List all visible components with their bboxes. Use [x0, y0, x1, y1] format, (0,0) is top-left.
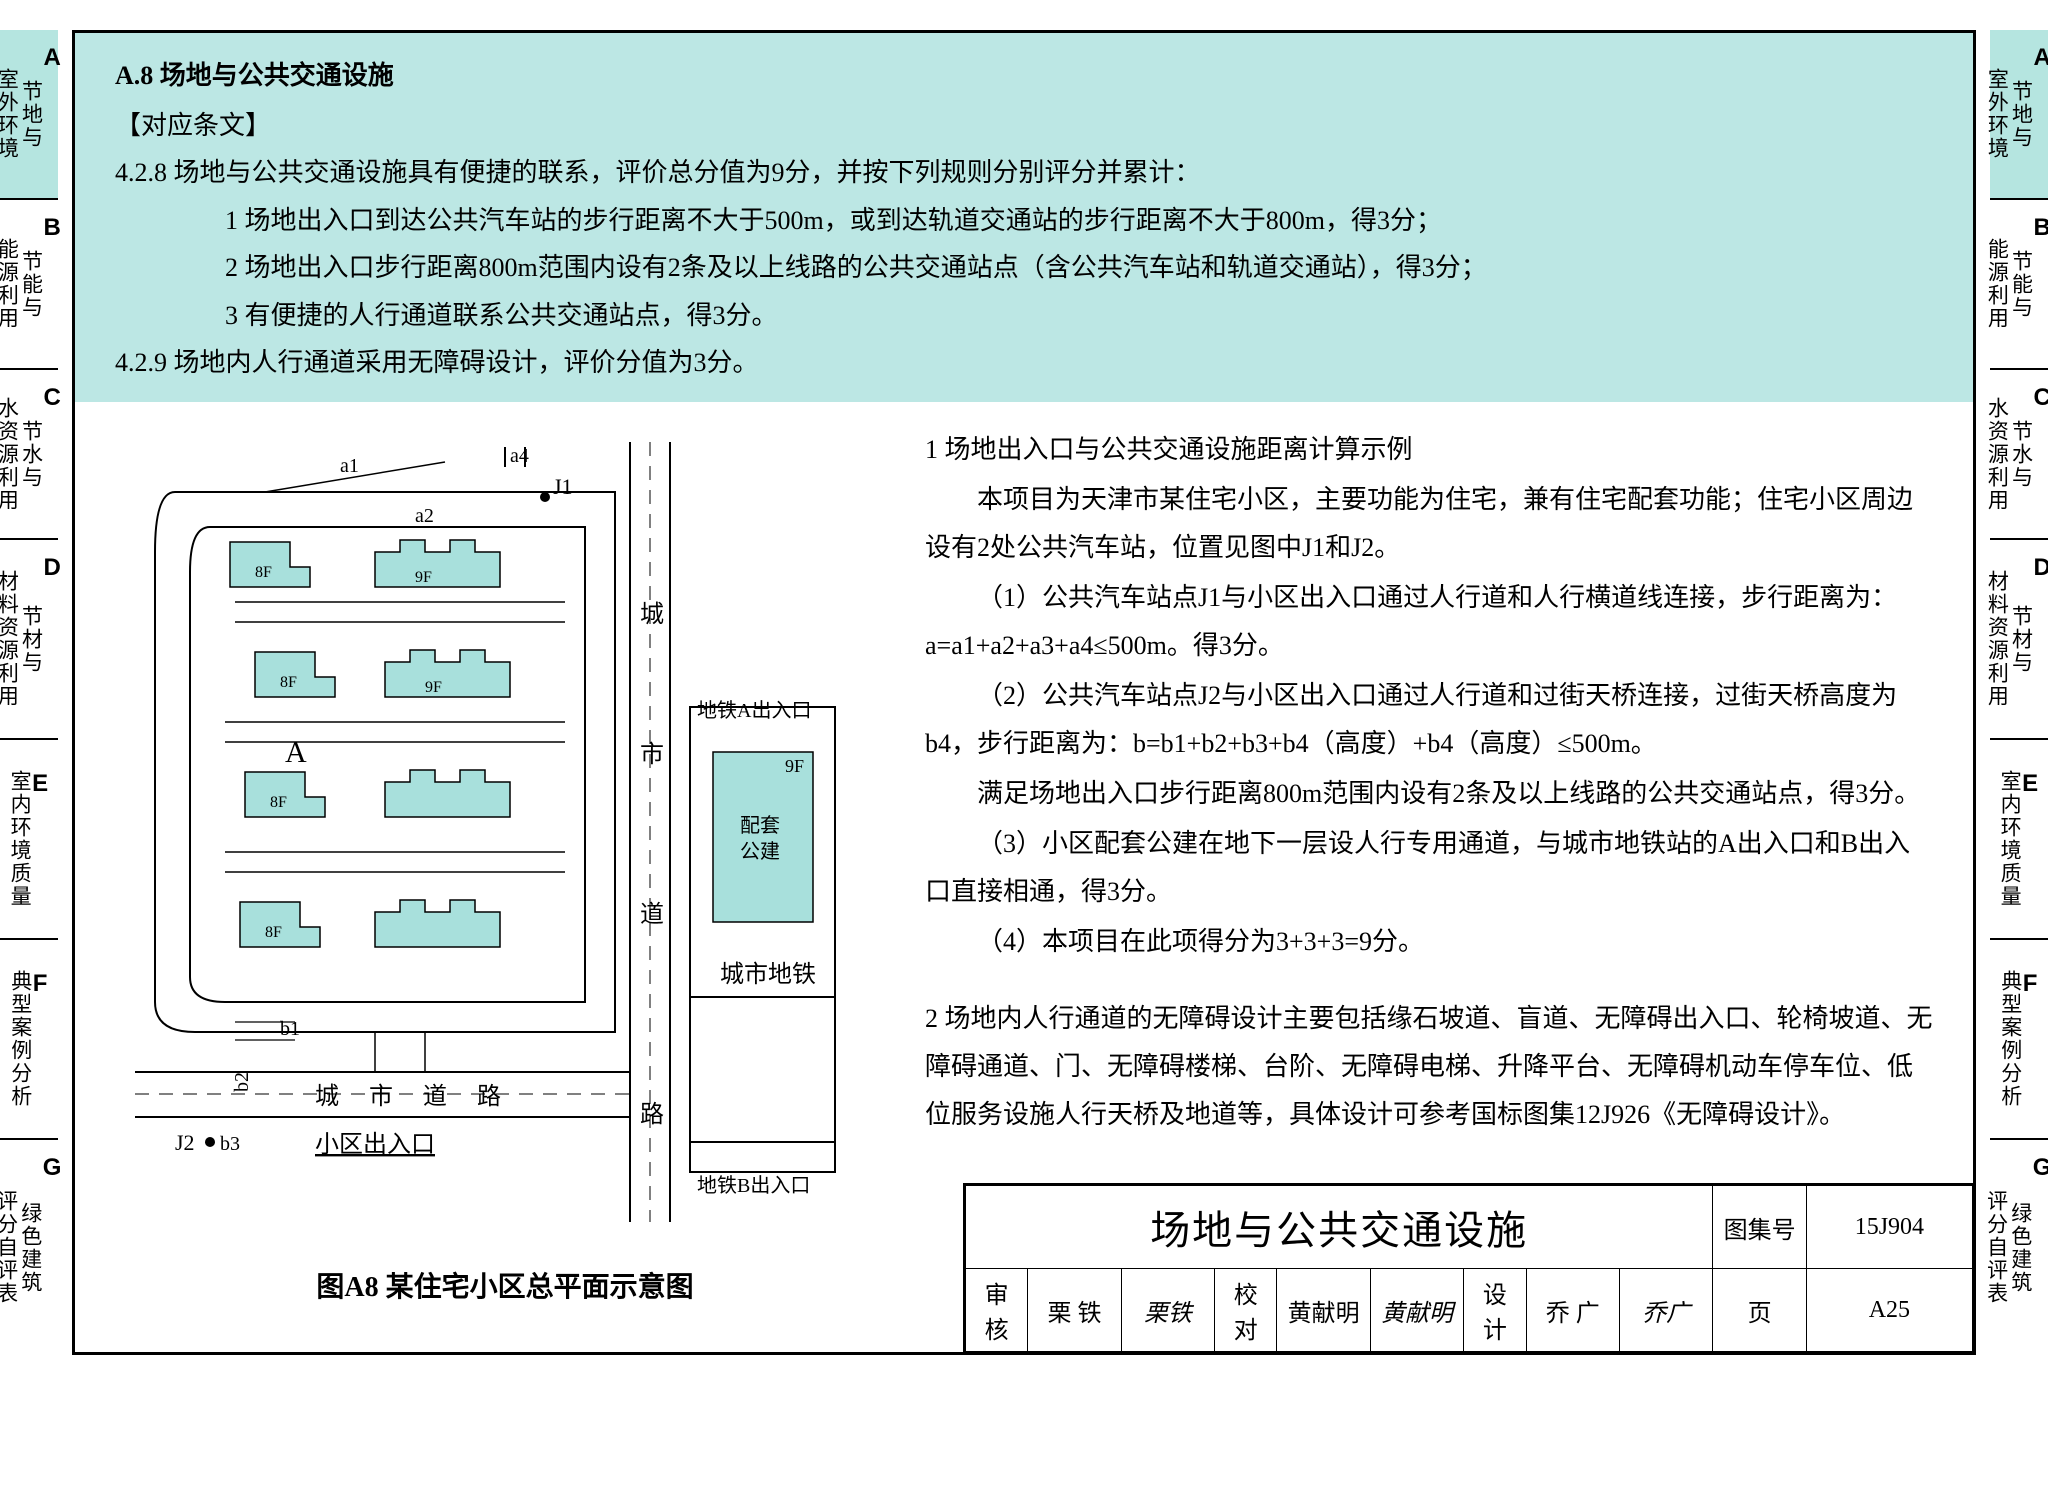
text-column: 1 场地出入口与公共交通设施距离计算示例 本项目为天津市某住宅小区，主要功能为住… [925, 422, 1933, 1305]
tab-d[interactable]: D节材与材料资源利用 [0, 540, 58, 740]
site-plan-diagram: 8F 9F 8F 9F 8F [115, 422, 895, 1242]
tab-b-r[interactable]: B节能与能源利用 [1990, 200, 2048, 370]
j1-label: J1 [553, 474, 573, 499]
svg-text:9F: 9F [785, 756, 804, 776]
right-side-tabs: A节地与室外环境 B节能与能源利用 C节水与水资源利用 D节材与材料资源利用 E… [1990, 30, 2048, 1355]
review-label: 审核 [966, 1269, 1028, 1352]
tab-b[interactable]: B节能与能源利用 [0, 200, 58, 370]
tab-g-r[interactable]: G绿色建筑评分自评表 [1990, 1140, 2048, 1355]
highlight-block: A.8 场地与公共交通设施 【对应条文】 4.2.8 场地与公共交通设施具有便捷… [75, 33, 1973, 402]
body-p5: （3）小区配套公建在地下一层设人行专用通道，与城市地铁站的A出入口和B出入口直接… [925, 820, 1933, 916]
review-sig: 栗铁 [1121, 1269, 1214, 1352]
left-side-tabs: A节地与室外环境 B节能与能源利用 C节水与水资源利用 D节材与材料资源利用 E… [0, 30, 58, 1355]
body-h2: 2 场地内人行通道的无障碍设计主要包括缘石坡道、盲道、无障碍出入口、轮椅坡道、无… [925, 995, 1933, 1139]
svg-text:配套: 配套 [740, 814, 780, 837]
check-label: 校对 [1215, 1269, 1277, 1352]
body-area: 8F 9F 8F 9F 8F [75, 402, 1973, 1305]
review-name: 栗 铁 [1028, 1269, 1121, 1352]
svg-text:8F: 8F [265, 924, 282, 941]
body-p4: 满足场地出入口步行距离800m范围内设有2条及以上线路的公共交通站点，得3分。 [925, 770, 1933, 818]
svg-text:b2: b2 [231, 1072, 253, 1092]
section-title: A.8 场地与公共交通设施 [115, 53, 1933, 99]
zone-a-label: A [285, 736, 307, 769]
design-name: 乔 广 [1526, 1269, 1619, 1352]
svg-text:b3: b3 [220, 1133, 240, 1155]
svg-text:8F: 8F [255, 564, 272, 581]
road-v-1: 城 [640, 601, 664, 628]
tab-e-r[interactable]: E室内环境质量 [1990, 740, 2048, 940]
tab-a[interactable]: A节地与室外环境 [0, 30, 58, 200]
body-p6: （4）本项目在此项得分为3+3+3=9分。 [925, 918, 1933, 966]
svg-text:b1: b1 [280, 1018, 300, 1040]
exit-label: 小区出入口 [315, 1131, 435, 1158]
svg-text:市: 市 [640, 741, 664, 768]
clause-428-3: 3 有便捷的人行通道联系公共交通站点，得3分。 [115, 293, 1933, 339]
clause-428-1: 1 场地出入口到达公共汽车站的步行距离不大于500m，或到达轨道交通站的步行距离… [115, 198, 1933, 244]
tab-f-r[interactable]: F典型案例分析 [1990, 940, 2048, 1140]
clause-429: 4.2.9 场地内人行通道采用无障碍设计，评价分值为3分。 [115, 340, 1933, 386]
bracket-label: 【对应条文】 [115, 103, 1933, 149]
tab-f[interactable]: F典型案例分析 [0, 940, 58, 1140]
clause-428-2: 2 场地出入口步行距离800m范围内设有2条及以上线路的公共交通站点（含公共汽车… [115, 245, 1933, 291]
road-h-label: 城 市 道 路 [315, 1083, 513, 1110]
tab-c[interactable]: C节水与水资源利用 [0, 370, 58, 540]
design-sig: 乔广 [1619, 1269, 1712, 1352]
tab-e[interactable]: E室内环境质量 [0, 740, 58, 940]
body-p1: 本项目为天津市某住宅小区，主要功能为住宅，兼有住宅配套功能；住宅小区周边设有2处… [925, 476, 1933, 572]
page-no: A25 [1806, 1269, 1972, 1352]
diagram-caption: 图A8 某住宅小区总平面示意图 [115, 1265, 895, 1305]
check-name: 黄献明 [1277, 1269, 1370, 1352]
clause-428: 4.2.8 场地与公共交通设施具有便捷的联系，评价总分值为9分，并按下列规则分别… [115, 150, 1933, 196]
tab-c-r[interactable]: C节水与水资源利用 [1990, 370, 2048, 540]
svg-text:9F: 9F [415, 569, 432, 586]
metro-a-label: 地铁A出入口 [697, 699, 811, 722]
city-metro-label: 城市地铁 [720, 961, 816, 988]
tab-d-r[interactable]: D节材与材料资源利用 [1990, 540, 2048, 740]
drawing-title: 场地与公共交通设施 [966, 1186, 1713, 1269]
body-p2: （1）公共汽车站点J1与小区出入口通过人行道和人行横道线连接，步行距离为：a=a… [925, 574, 1933, 670]
svg-text:9F: 9F [425, 679, 442, 696]
svg-text:a4: a4 [510, 445, 529, 467]
atlas-label: 图集号 [1713, 1186, 1806, 1269]
tab-a-r[interactable]: A节地与室外环境 [1990, 30, 2048, 200]
body-h1: 1 场地出入口与公共交通设施距离计算示例 [925, 426, 1933, 474]
body-p3: （2）公共汽车站点J2与小区出入口通过人行道和过街天桥连接，过街天桥高度为b4，… [925, 672, 1933, 768]
svg-text:公建: 公建 [740, 840, 780, 863]
svg-text:a1: a1 [340, 455, 359, 477]
check-sig: 黄献明 [1370, 1269, 1463, 1352]
tab-g[interactable]: G绿色建筑评分自评表 [0, 1140, 58, 1355]
svg-text:a2: a2 [415, 505, 434, 527]
svg-text:道: 道 [640, 901, 664, 928]
atlas-no: 15J904 [1806, 1186, 1972, 1269]
title-block: 场地与公共交通设施 图集号 15J904 审核 栗 铁 栗铁 校对 黄献明 黄献… [963, 1183, 1973, 1352]
design-label: 设计 [1464, 1269, 1526, 1352]
svg-text:8F: 8F [280, 674, 297, 691]
page-label: 页 [1713, 1269, 1806, 1352]
svg-text:8F: 8F [270, 794, 287, 811]
j2-label: J2 [175, 1130, 195, 1155]
page-frame: A.8 场地与公共交通设施 【对应条文】 4.2.8 场地与公共交通设施具有便捷… [72, 30, 1976, 1355]
diagram-column: 8F 9F 8F 9F 8F [115, 422, 895, 1305]
metro-b-label: 地铁B出入口 [697, 1174, 810, 1197]
svg-text:路: 路 [640, 1101, 664, 1128]
